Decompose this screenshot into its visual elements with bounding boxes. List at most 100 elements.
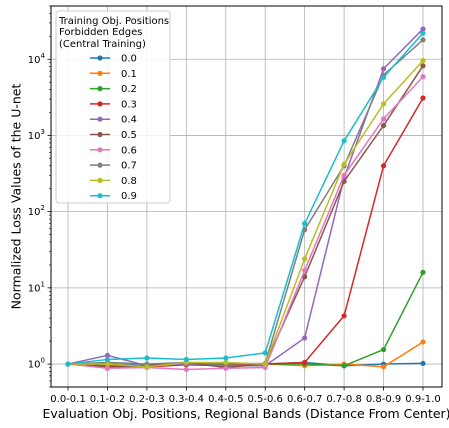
data-point <box>183 356 189 363</box>
data-point <box>302 220 308 227</box>
legend-swatch-marker <box>97 86 103 92</box>
legend-entry: 0.9 <box>90 191 137 202</box>
data-point <box>420 95 426 101</box>
legend-entry: 0.7 <box>90 161 137 172</box>
data-point <box>420 58 426 64</box>
legend-swatch-marker <box>97 193 103 199</box>
legend-box <box>55 10 171 204</box>
legend-entry: 0.5 <box>90 130 137 141</box>
series-0.9 <box>65 30 426 367</box>
data-point <box>302 256 308 262</box>
series-line <box>67 32 424 365</box>
series-line <box>68 60 424 368</box>
x-tick-label: 0.7-0.8 <box>326 394 361 405</box>
y-tick-label: 100 <box>28 357 45 371</box>
legend-swatch-marker <box>97 70 103 76</box>
legend-swatch-marker <box>97 162 103 168</box>
x-tick-label: 0.4-0.5 <box>208 394 243 405</box>
x-tick-label: 0.5-0.6 <box>248 394 283 405</box>
data-point <box>420 37 426 43</box>
x-ticks: 0.0-0.1 0.1-0.2 0.2-0.3 0.3-0.4 0.4-0.5 0.5-0… <box>50 387 441 405</box>
x-tick-label: 0.2-0.3 <box>129 394 164 405</box>
legend-entry: 0.6 <box>90 145 137 156</box>
data-point <box>144 364 150 370</box>
data-point <box>380 122 387 129</box>
data-point <box>420 360 426 367</box>
data-point <box>223 359 229 366</box>
data-point <box>144 355 150 361</box>
data-point <box>223 365 229 371</box>
x-tick-label: 0.8-0.9 <box>366 394 401 405</box>
data-point <box>341 172 347 178</box>
legend-label: 0.9 <box>121 191 137 202</box>
legend-entry: 0.1 <box>90 69 137 80</box>
legend-entry: 0.2 <box>90 84 137 95</box>
legend-label: 0.0 <box>121 54 137 65</box>
legend-label: 0.5 <box>121 130 137 141</box>
y-tick-label: 104 <box>28 52 46 66</box>
data-point <box>302 267 308 273</box>
legend-swatch-marker <box>97 131 103 138</box>
x-tick-label: 0.3-0.4 <box>169 394 204 405</box>
x-tick-label: 0.9-1.0 <box>405 394 440 405</box>
series-line <box>67 65 424 369</box>
x-axis-label: Evaluation Obj. Positions, Regional Band… <box>42 406 449 421</box>
data-point <box>302 359 308 366</box>
series-line <box>67 76 424 371</box>
data-point <box>420 74 426 80</box>
legend-entry: 0.8 <box>90 176 137 187</box>
data-point <box>380 66 387 72</box>
data-point <box>262 361 268 367</box>
data-point <box>341 363 347 369</box>
legend-title-line: Training Obj. Positions <box>58 16 169 27</box>
x-tick-label: 0.1-0.2 <box>90 394 125 405</box>
legend-entries: 0.0 0.1 0.2 0.3 0.4 0.5 0.6 0.7 0.8 0.9 <box>90 54 137 202</box>
data-point <box>380 74 387 80</box>
data-point <box>341 161 347 167</box>
x-tick-label: 0.0-0.1 <box>50 394 85 405</box>
legend-title-line: Forbidden Edges <box>59 27 143 38</box>
legend-swatch-marker <box>97 177 103 183</box>
data-point <box>341 138 347 144</box>
legend-label: 0.8 <box>121 176 137 187</box>
y-tick-label: 101 <box>28 280 45 294</box>
y-axis-label: Normalized Loss Values of the U-net <box>8 84 23 310</box>
data-point <box>262 350 268 356</box>
data-point <box>420 63 426 69</box>
plot-frame <box>50 5 443 388</box>
data-point <box>380 116 387 122</box>
legend-entry: 0.3 <box>90 99 137 110</box>
data-point <box>302 335 308 341</box>
legend-label: 0.7 <box>121 161 137 172</box>
data-point <box>420 30 426 36</box>
data-point <box>104 352 111 358</box>
legend-label: 0.2 <box>121 84 137 95</box>
data-point <box>104 356 111 363</box>
legend-swatch-marker <box>97 116 103 122</box>
data-point <box>223 355 229 361</box>
legend-swatch-marker <box>97 147 103 153</box>
y-ticks: 100 101 102 103 104 <box>28 5 51 388</box>
legend-swatch-marker <box>97 101 103 107</box>
legend-entry: 0.4 <box>90 115 137 126</box>
legend-title-line: (Central Training) <box>59 39 146 50</box>
data-point <box>341 313 347 319</box>
series-layer <box>65 26 426 373</box>
data-point <box>420 339 426 345</box>
y-tick-label: 103 <box>28 128 45 142</box>
data-point <box>380 346 387 353</box>
y-tick-label: 102 <box>28 204 45 218</box>
legend-label: 0.3 <box>121 99 137 110</box>
data-point <box>380 101 387 107</box>
x-tick-label: 0.6-0.7 <box>287 394 322 405</box>
data-point <box>104 365 111 371</box>
legend-swatch-marker <box>97 55 103 61</box>
data-point <box>420 269 426 275</box>
legend: Training Obj. Positions Forbidden Edges … <box>55 10 171 204</box>
legend-entry: 0.0 <box>90 54 137 65</box>
legend-label: 0.6 <box>121 145 137 156</box>
legend-label: 0.1 <box>121 69 137 80</box>
data-point <box>380 163 387 169</box>
legend-label: 0.4 <box>121 115 137 126</box>
